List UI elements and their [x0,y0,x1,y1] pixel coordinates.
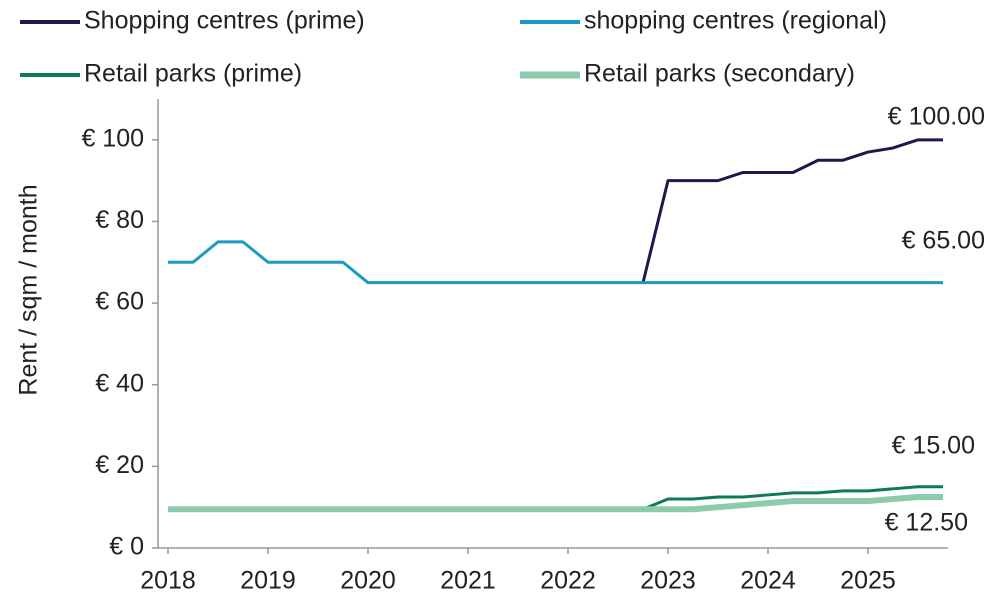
y-axis-label: Rent / sqm / month [15,184,43,395]
legend-label: Retail parks (prime) [84,60,302,88]
x-tick-label: 2021 [440,567,496,595]
series-line [168,485,943,511]
x-tick-label: 2018 [140,567,196,595]
legend-label: Retail parks (secondary) [584,60,855,88]
legend-label: shopping centres (regional) [584,7,887,35]
x-tick-label: 2022 [540,567,596,595]
series-line [641,138,943,284]
series-line [168,493,943,513]
y-tick-label: € 100 [81,124,144,152]
x-tick-label: 2025 [840,567,896,595]
y-tick-label: € 40 [95,369,144,397]
y-tick-label: € 80 [95,206,144,234]
y-tick-label: € 20 [95,451,144,479]
x-tick-label: 2019 [240,567,296,595]
y-tick-label: € 60 [95,288,144,316]
x-tick-label: 2020 [340,567,396,595]
annotation: € 15.00 [892,432,975,460]
y-tick-label: € 0 [109,533,144,561]
annotation: € 12.50 [885,509,968,537]
legend-label: Shopping centres (prime) [84,7,365,35]
series-line [168,240,943,285]
annotation: € 100.00 [888,103,985,131]
x-tick-label: 2023 [640,567,696,595]
annotation: € 65.00 [902,227,985,255]
x-tick-label: 2024 [740,567,796,595]
